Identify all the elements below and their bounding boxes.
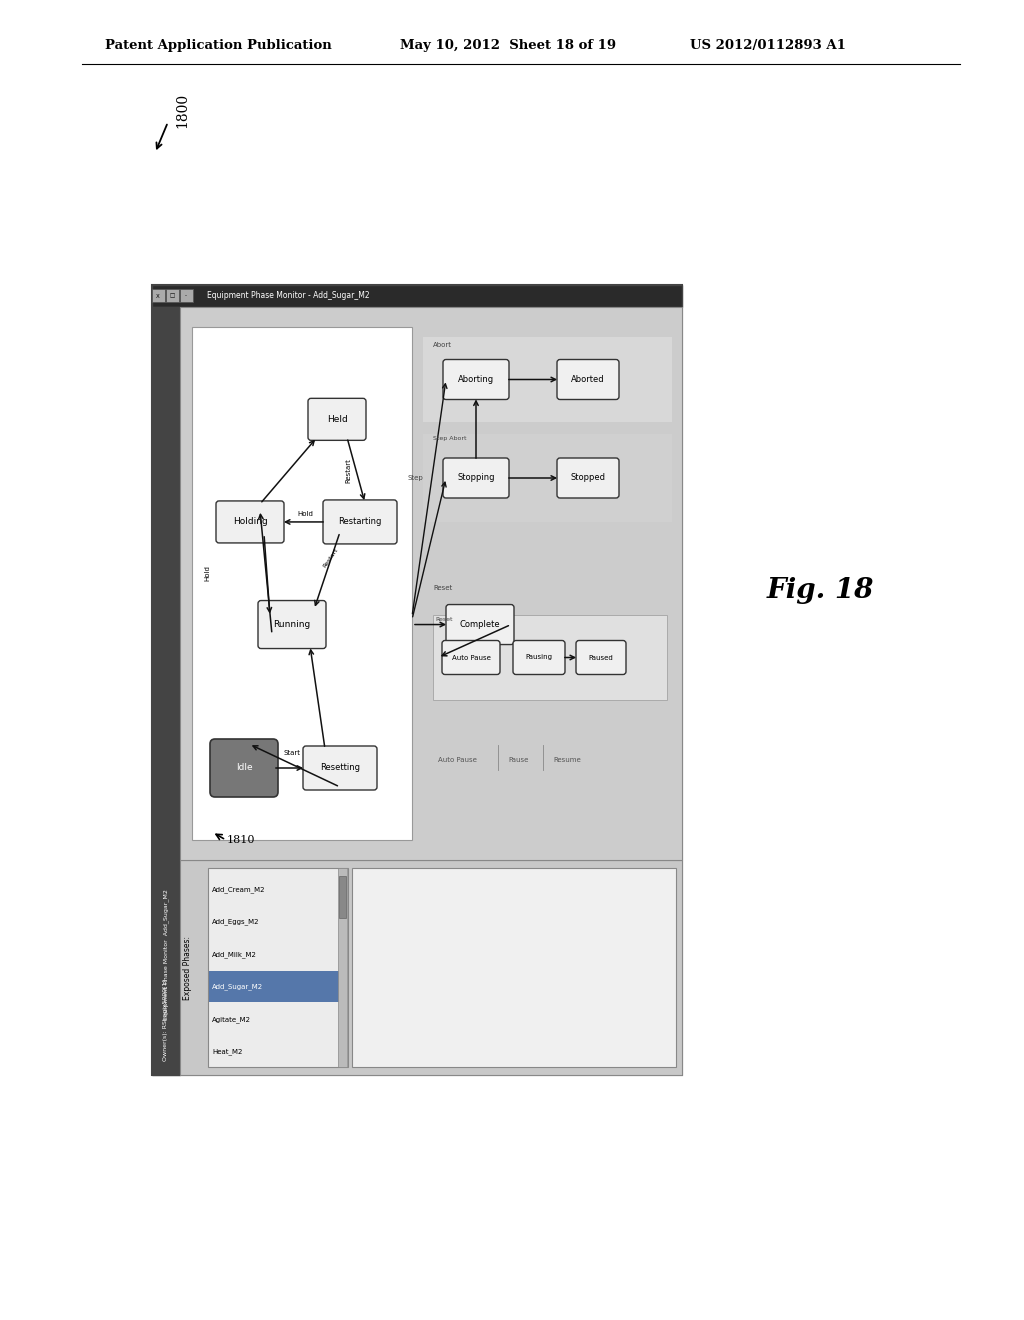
Text: Reset: Reset: [433, 585, 453, 590]
Text: -: -: [185, 293, 187, 298]
Text: Pausing: Pausing: [525, 655, 553, 660]
Text: Step: Step: [408, 475, 423, 480]
FancyBboxPatch shape: [575, 640, 626, 675]
Text: Aborting: Aborting: [458, 375, 494, 384]
Text: Add_Sugar_M2: Add_Sugar_M2: [212, 983, 263, 990]
Text: Pause: Pause: [508, 756, 528, 763]
Text: Add_Milk_M2: Add_Milk_M2: [212, 950, 257, 957]
Text: Start: Start: [284, 750, 300, 756]
Text: Stopping: Stopping: [458, 474, 495, 483]
Text: Equipment Phase Monitor - Add_Sugar_M2: Equipment Phase Monitor - Add_Sugar_M2: [207, 292, 370, 301]
Text: 1800: 1800: [175, 92, 189, 128]
Text: Held: Held: [327, 414, 347, 424]
Text: Resetting: Resetting: [319, 763, 360, 772]
FancyBboxPatch shape: [258, 601, 326, 648]
Text: May 10, 2012  Sheet 18 of 19: May 10, 2012 Sheet 18 of 19: [400, 38, 616, 51]
FancyBboxPatch shape: [557, 458, 618, 498]
Text: Patent Application Publication: Patent Application Publication: [105, 38, 332, 51]
Text: Paused: Paused: [589, 655, 613, 660]
FancyBboxPatch shape: [209, 970, 347, 1002]
Text: Equipment Phase Monitor  Add_Sugar_M2: Equipment Phase Monitor Add_Sugar_M2: [163, 890, 169, 1020]
Text: Running: Running: [273, 620, 310, 630]
FancyBboxPatch shape: [443, 359, 509, 400]
Text: Complete: Complete: [460, 620, 501, 630]
Text: Reset: Reset: [435, 616, 453, 622]
FancyBboxPatch shape: [433, 615, 667, 700]
FancyBboxPatch shape: [443, 458, 509, 498]
FancyBboxPatch shape: [180, 289, 193, 302]
Text: Idle: Idle: [236, 763, 252, 772]
Text: 1810: 1810: [227, 836, 256, 845]
FancyBboxPatch shape: [152, 308, 180, 1074]
Text: Stopped: Stopped: [570, 474, 605, 483]
FancyBboxPatch shape: [152, 285, 682, 308]
FancyBboxPatch shape: [442, 640, 500, 675]
Text: Add_Cream_M2: Add_Cream_M2: [212, 886, 265, 892]
Text: Abort: Abort: [433, 342, 452, 348]
Text: Exposed Phases:: Exposed Phases:: [183, 936, 193, 999]
FancyBboxPatch shape: [557, 359, 618, 400]
Text: Resume: Resume: [553, 756, 581, 763]
Text: Restart: Restart: [323, 546, 340, 568]
FancyBboxPatch shape: [180, 861, 682, 1074]
FancyBboxPatch shape: [352, 869, 676, 1067]
Text: US 2012/0112893 A1: US 2012/0112893 A1: [690, 38, 846, 51]
FancyBboxPatch shape: [308, 399, 366, 441]
Text: Owner(s): RSLogix5000[1]: Owner(s): RSLogix5000[1]: [164, 979, 169, 1061]
FancyBboxPatch shape: [208, 869, 348, 1067]
FancyBboxPatch shape: [152, 285, 682, 1074]
FancyBboxPatch shape: [180, 308, 682, 861]
Text: □: □: [169, 293, 175, 298]
Text: Heat_M2: Heat_M2: [212, 1048, 243, 1055]
FancyBboxPatch shape: [210, 739, 278, 797]
FancyBboxPatch shape: [338, 869, 347, 1067]
FancyBboxPatch shape: [423, 337, 672, 422]
FancyBboxPatch shape: [303, 746, 377, 789]
Text: Auto Pause: Auto Pause: [438, 756, 477, 763]
Text: Agitate_M2: Agitate_M2: [212, 1016, 251, 1023]
Text: Restart: Restart: [345, 458, 351, 483]
Text: Hold: Hold: [204, 565, 210, 581]
FancyBboxPatch shape: [446, 605, 514, 644]
Text: Step Abort: Step Abort: [433, 436, 467, 441]
FancyBboxPatch shape: [193, 327, 412, 840]
Text: Aborted: Aborted: [571, 375, 605, 384]
Text: Add_Eggs_M2: Add_Eggs_M2: [212, 919, 259, 925]
FancyBboxPatch shape: [152, 289, 165, 302]
FancyBboxPatch shape: [513, 640, 565, 675]
Text: Restarting: Restarting: [338, 517, 382, 527]
FancyBboxPatch shape: [339, 876, 346, 917]
Text: Fig. 18: Fig. 18: [766, 577, 873, 603]
Text: X: X: [156, 293, 160, 298]
FancyBboxPatch shape: [323, 500, 397, 544]
FancyBboxPatch shape: [216, 502, 284, 543]
Text: Auto Pause: Auto Pause: [452, 655, 490, 660]
FancyBboxPatch shape: [166, 289, 179, 302]
Text: Holding: Holding: [232, 517, 267, 527]
Text: Hold: Hold: [297, 511, 313, 517]
FancyBboxPatch shape: [423, 434, 672, 521]
